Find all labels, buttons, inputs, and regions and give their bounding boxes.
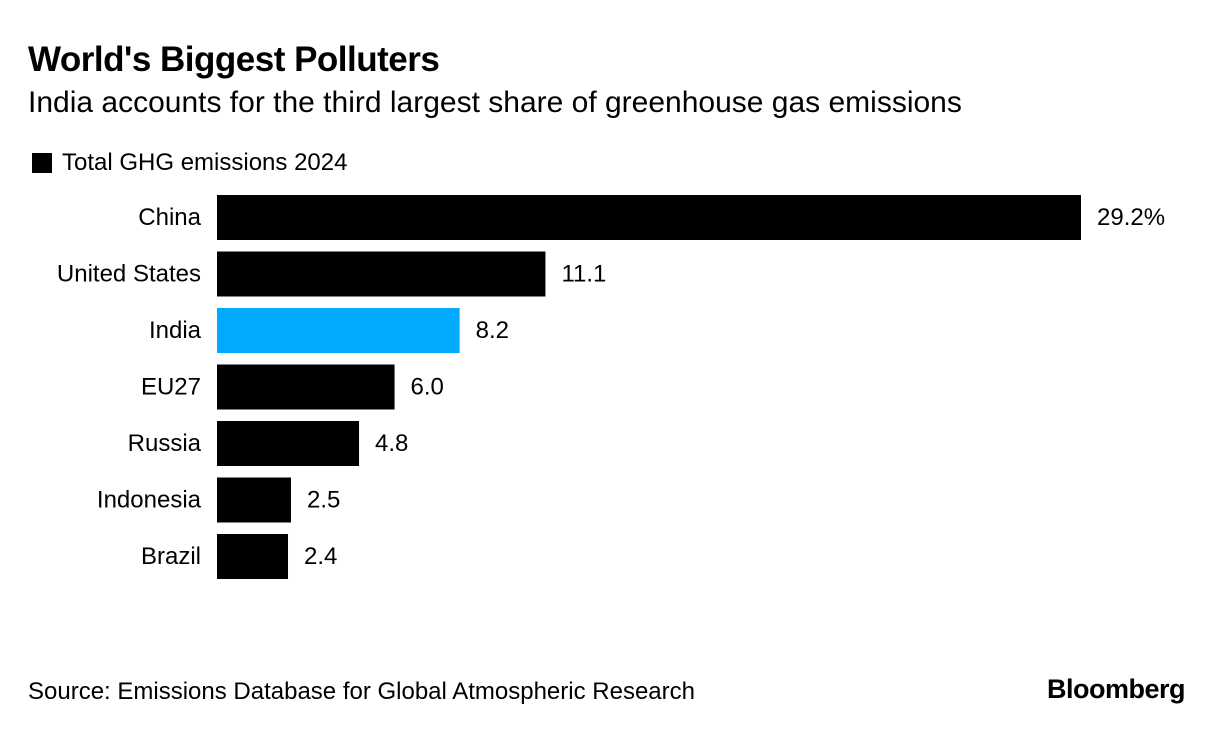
value-label-russia: 4.8 [375,430,408,457]
bar-india [217,308,460,353]
bar-russia [217,421,360,466]
category-label-united-states: United States [57,261,201,288]
category-label-brazil: Brazil [141,543,201,570]
value-label-india: 8.2 [476,317,509,344]
category-label-indonesia: Indonesia [97,487,202,514]
category-label-russia: Russia [128,430,202,457]
legend: Total GHG emissions 2024 [32,148,347,178]
value-label-indonesia: 2.5 [307,487,340,514]
value-label-united-states: 11.1 [561,261,606,288]
chart-title: World's Biggest Polluters [28,40,440,79]
bar-brazil [217,534,289,579]
category-label-india: India [149,317,202,344]
value-label-eu27: 6.0 [411,374,444,401]
chart-subtitle: India accounts for the third largest sha… [28,86,962,119]
legend-label: Total GHG emissions 2024 [62,149,348,176]
value-label-china: 29.2% [1097,204,1165,231]
value-label-brazil: 2.4 [304,543,337,570]
legend-swatch [32,153,52,173]
bar-united-states [217,251,546,297]
bloomberg-logo: Bloomberg [1046,674,1186,704]
category-label-china: China [138,204,201,231]
bar-indonesia [217,477,291,523]
bar-eu27 [217,364,395,410]
source-note: Source: Emissions Database for Global At… [28,678,695,705]
bar-china [217,195,1081,240]
category-label-eu27: EU27 [141,374,201,401]
